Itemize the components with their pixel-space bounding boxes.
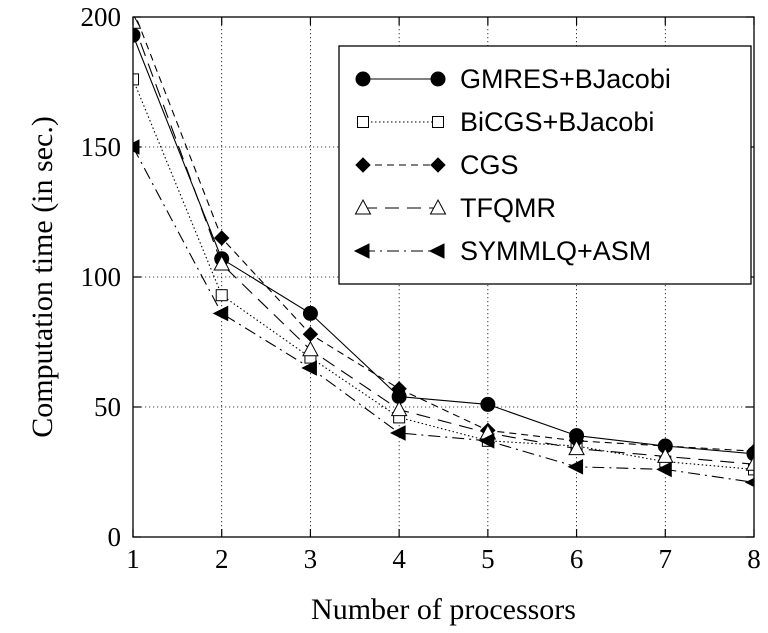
legend-label: CGS — [460, 150, 519, 180]
data-point — [568, 439, 585, 456]
x-tick-label: 5 — [481, 544, 495, 574]
data-point — [745, 455, 754, 471]
series-layer — [126, 2, 754, 487]
legend-marker — [430, 71, 446, 87]
x-tick-label: 6 — [570, 544, 584, 574]
y-tick-label: 150 — [81, 132, 122, 162]
legend-marker — [355, 157, 371, 173]
data-point — [744, 477, 754, 487]
legend-marker — [432, 116, 444, 128]
tick-labels: 1 2 3 4 5 6 7 8 0 50 100 150 200 — [81, 2, 761, 574]
legend-marker — [430, 157, 446, 173]
x-tick-label: 2 — [215, 544, 229, 574]
legend-item: CGS — [355, 150, 519, 180]
series-line — [135, 17, 754, 452]
data-point — [213, 254, 231, 271]
legend-item: GMRES+BJacobi — [355, 64, 671, 94]
legend-label: BiCGS+BJacobi — [460, 107, 654, 137]
legend-marker — [354, 198, 372, 215]
series-line — [133, 22, 754, 465]
data-point — [656, 447, 674, 463]
data-point — [656, 461, 672, 478]
data-point — [390, 425, 406, 441]
data-point — [391, 381, 407, 397]
data-point — [126, 2, 140, 16]
legend-marker — [355, 71, 371, 87]
series-line — [133, 146, 754, 483]
y-tick-label: 0 — [108, 522, 122, 552]
data-point — [301, 360, 317, 376]
legend-label: GMRES+BJacobi — [460, 64, 671, 94]
y-tick-label: 100 — [81, 262, 122, 292]
data-point — [390, 400, 408, 417]
x-tick-label: 8 — [747, 544, 761, 574]
data-point — [480, 396, 496, 412]
x-tick-label: 3 — [304, 544, 318, 574]
legend-box — [338, 45, 752, 285]
legend-marker — [353, 243, 370, 259]
data-point — [133, 73, 139, 86]
series-tfqmr — [133, 17, 754, 471]
y-axis-label: Computation time (in sec.) — [26, 116, 59, 438]
data-point — [302, 326, 319, 342]
legend-item: TFQMR — [354, 193, 556, 223]
y-tick-label: 50 — [94, 392, 121, 422]
data-point — [212, 305, 229, 322]
x-tick-label: 7 — [659, 544, 673, 574]
x-tick-label: 1 — [126, 544, 140, 574]
legend-marker — [428, 243, 445, 259]
data-point — [214, 230, 230, 246]
legend-label: SYMMLQ+ASM — [460, 236, 651, 266]
y-tick-label: 200 — [81, 2, 122, 32]
data-point — [567, 458, 584, 475]
data-point — [133, 27, 141, 43]
data-point — [746, 443, 754, 459]
legend-item: BiCGS+BJacobi — [357, 107, 654, 137]
legend-marker — [429, 198, 447, 215]
x-tick-label: 4 — [392, 544, 406, 574]
legend-marker — [357, 116, 369, 128]
data-point — [302, 305, 318, 321]
x-axis-label: Number of processors — [311, 593, 576, 626]
series-line — [133, 34, 754, 455]
data-point — [478, 432, 495, 449]
legend-item: SYMMLQ+ASM — [353, 236, 651, 266]
series-line — [133, 79, 754, 470]
data-point — [133, 17, 142, 29]
legend: GMRES+BJacobi BiCGS+BJacobi CGS TFQMR SYMMLQ… — [338, 45, 752, 285]
legend-label: TFQMR — [460, 193, 556, 223]
data-point — [302, 340, 319, 357]
data-point — [215, 289, 228, 302]
